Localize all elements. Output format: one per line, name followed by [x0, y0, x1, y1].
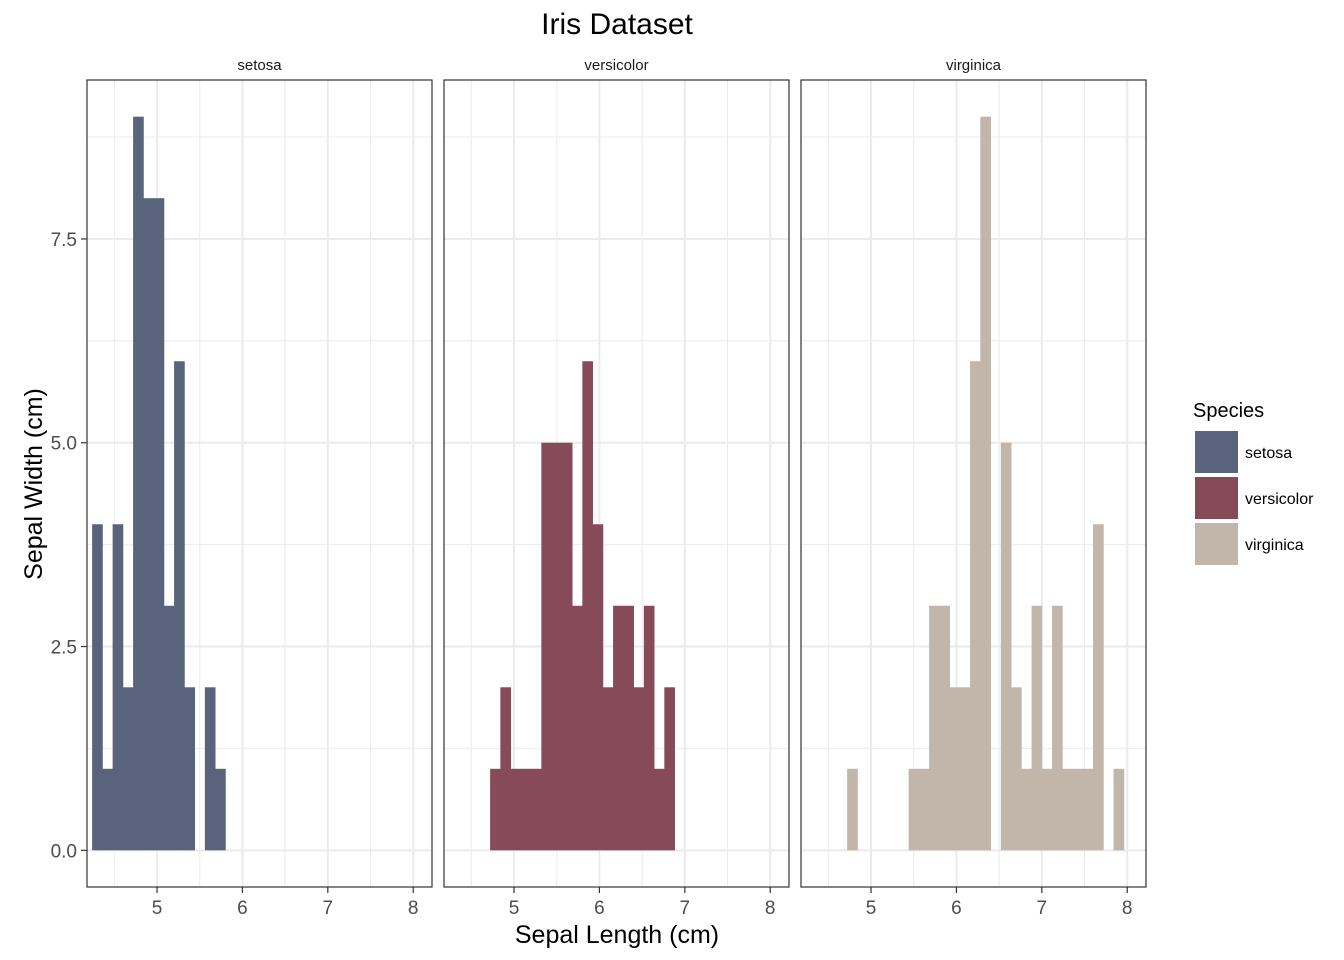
bar-versicolor-11 — [602, 687, 614, 851]
bar-virginica-18 — [1082, 768, 1094, 851]
bar-versicolor-4 — [531, 768, 542, 851]
x-tick-label: 7 — [1037, 898, 1048, 919]
legend: Species setosa versicolor virginica — [1193, 400, 1314, 565]
bar-virginica-5 — [949, 687, 961, 851]
bar-virginica-11 — [1011, 687, 1022, 851]
legend-swatch-setosa — [1195, 431, 1238, 473]
legend-title: Species — [1193, 400, 1264, 422]
x-tick-label: 5 — [152, 898, 163, 919]
bar-versicolor-9 — [582, 361, 593, 851]
bar-versicolor-3 — [520, 768, 532, 851]
bar-setosa-7 — [163, 605, 175, 851]
bar-versicolor-8 — [572, 605, 583, 851]
legend-swatch-virginica — [1195, 523, 1238, 565]
x-tick-label: 7 — [323, 898, 334, 919]
bar-virginica-14 — [1041, 768, 1053, 851]
bar-setosa-6 — [153, 198, 165, 851]
bar-versicolor-12 — [613, 605, 624, 851]
bar-virginica-19 — [1093, 524, 1104, 851]
bar-setosa-1 — [102, 768, 114, 851]
bar-setosa-9 — [184, 687, 195, 851]
bar-versicolor-7 — [561, 442, 573, 851]
bar-versicolor-14 — [633, 687, 645, 851]
panel-border — [800, 79, 1147, 888]
bar-versicolor-10 — [592, 524, 604, 851]
bar-virginica-12 — [1021, 768, 1032, 851]
panel-setosa: setosa 5 6 7 8 — [86, 57, 433, 919]
bar-virginica-2 — [918, 768, 930, 851]
bar-setosa-12 — [215, 768, 226, 851]
panel-border — [86, 79, 433, 888]
chart-title: Iris Dataset — [541, 8, 693, 41]
y-tick-label: 0.0 — [51, 841, 77, 862]
facet-label-versicolor: versicolor — [584, 57, 648, 74]
facet-label-setosa: setosa — [237, 57, 282, 74]
facet-panels: setosa 5 6 7 8 versicolor 5 6 7 8 virginica 5 6 7 8 — [86, 57, 1147, 919]
bar-versicolor-16 — [654, 768, 665, 851]
panel-virginica: virginica 5 6 7 8 — [800, 57, 1147, 919]
bar-virginica-10 — [1000, 442, 1012, 851]
bar-setosa-2 — [112, 524, 124, 851]
panel-border — [443, 79, 790, 888]
x-tick-label: 6 — [951, 898, 962, 919]
bar-setosa-4 — [133, 116, 144, 851]
bar-setosa-11 — [204, 687, 216, 851]
legend-label-virginica: virginica — [1245, 537, 1304, 554]
x-tick-label: 7 — [680, 898, 691, 919]
bar-setosa-3 — [122, 687, 134, 851]
x-axis-title: Sepal Length (cm) — [515, 921, 719, 949]
x-tick-label: 5 — [866, 898, 877, 919]
bar-versicolor-5 — [541, 442, 552, 851]
y-tick-label: 5.0 — [51, 434, 77, 455]
bar-virginica-6 — [959, 687, 971, 851]
bar-versicolor-1 — [500, 687, 512, 851]
x-tick-label: 8 — [765, 898, 776, 919]
bar-virginica-16 — [1062, 768, 1073, 851]
facet-label-virginica: virginica — [946, 57, 1002, 74]
y-axis: 0.0 2.5 5.0 7.5 — [51, 230, 87, 862]
x-tick-label: 6 — [594, 898, 605, 919]
bar-virginica-0 — [847, 768, 858, 851]
bar-virginica-17 — [1072, 768, 1084, 851]
bar-setosa-5 — [143, 198, 155, 851]
bar-virginica-3 — [929, 605, 940, 851]
bar-versicolor-15 — [643, 605, 655, 851]
legend-swatch-versicolor — [1195, 477, 1238, 519]
y-tick-label: 7.5 — [51, 230, 77, 251]
bar-virginica-21 — [1113, 768, 1125, 851]
bar-versicolor-17 — [664, 687, 675, 851]
bar-virginica-8 — [980, 116, 991, 851]
bar-virginica-1 — [908, 768, 920, 851]
bar-virginica-7 — [970, 361, 981, 851]
x-tick-label: 5 — [509, 898, 520, 919]
x-tick-label: 8 — [408, 898, 419, 919]
bar-virginica-13 — [1031, 605, 1043, 851]
y-tick-label: 2.5 — [51, 638, 77, 659]
bar-versicolor-6 — [551, 442, 563, 851]
legend-label-versicolor: versicolor — [1245, 491, 1314, 508]
bar-virginica-15 — [1052, 605, 1063, 851]
bar-versicolor-2 — [510, 768, 522, 851]
bar-versicolor-13 — [623, 605, 634, 851]
y-axis-title: Sepal Width (cm) — [20, 388, 48, 580]
bar-versicolor-0 — [490, 768, 501, 851]
bar-setosa-0 — [92, 524, 103, 851]
bar-setosa-8 — [174, 361, 185, 851]
x-tick-label: 6 — [237, 898, 248, 919]
bar-virginica-4 — [939, 605, 950, 851]
x-tick-label: 8 — [1122, 898, 1133, 919]
legend-label-setosa: setosa — [1245, 445, 1292, 462]
panel-versicolor: versicolor 5 6 7 8 — [443, 57, 790, 919]
